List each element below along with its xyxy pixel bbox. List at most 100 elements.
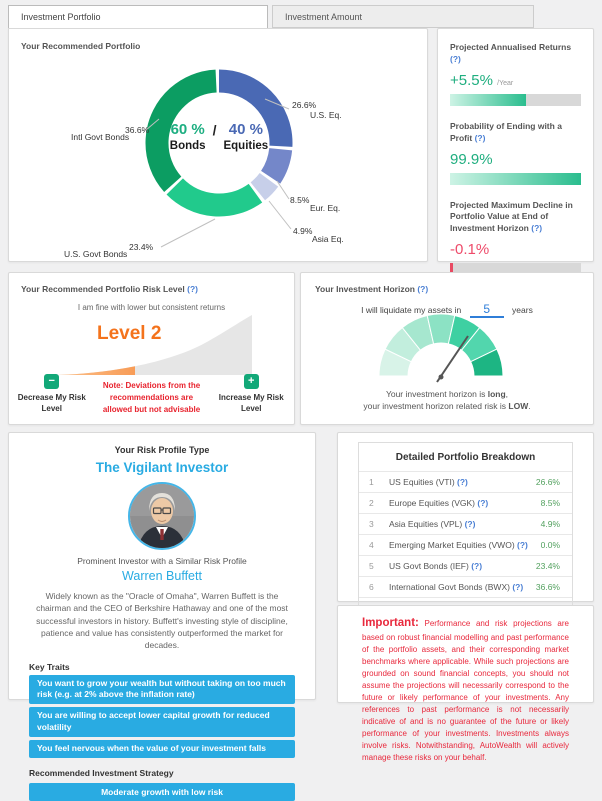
- table-row: 5 US Govt Bonds (IEF) (?) 23.4%: [359, 555, 572, 576]
- slice-pct-us-govt: 23.4%: [129, 242, 154, 252]
- trait-item: You want to grow your wealth but without…: [29, 674, 295, 705]
- row-percentage: 36.6%: [535, 582, 560, 592]
- row-help-icon[interactable]: (?): [457, 477, 468, 487]
- probability-label: Probability of Ending with a Profit (?): [450, 120, 562, 143]
- bonds-label: Bonds: [169, 140, 206, 152]
- disclaimer-card: Important: Performance and risk projecti…: [337, 605, 594, 762]
- slice-name-intl-govt: Intl Govt Bonds: [71, 132, 130, 142]
- risk-level-title: Your Recommended Portfolio Risk Level (?…: [21, 284, 198, 294]
- trait-item: You feel nervous when the value of your …: [29, 740, 295, 759]
- row-percentage: 23.4%: [535, 561, 560, 571]
- returns-bar-fill: [450, 93, 526, 106]
- portfolio-donut-chart: [139, 63, 299, 223]
- probability-bar-fill: [450, 172, 581, 185]
- gauge-segment-7: [470, 348, 504, 377]
- horizon-title: Your Investment Horizon (?): [315, 284, 429, 294]
- minus-icon: −: [48, 375, 55, 387]
- key-traits-label: Key Traits: [29, 661, 70, 672]
- horizon-years-input[interactable]: 5: [469, 302, 504, 318]
- disclaimer-heading: Important:: [362, 617, 419, 629]
- returns-help-icon[interactable]: (?): [450, 53, 461, 64]
- row-percentage: 4.9%: [540, 519, 560, 529]
- slice-pct-us-eq: 26.6%: [292, 100, 317, 110]
- center-slash: /: [212, 122, 217, 138]
- investor-photo: [128, 482, 196, 550]
- donut-segment-us-govt-bonds[interactable]: [139, 63, 299, 223]
- risk-profile-title: Your Risk Profile Type: [114, 445, 210, 455]
- row-help-icon[interactable]: (?): [471, 561, 483, 571]
- investor-bio: Widely known as the "Oracle of Omaha", W…: [36, 591, 288, 651]
- slice-pct-eur-eq: 8.5%: [290, 195, 310, 205]
- decline-label: Projected Maximum Decline in Portfolio V…: [450, 199, 573, 234]
- gauge-needle: [436, 335, 469, 383]
- horizon-input-row: I will liquidate my assets in 5 years: [301, 302, 593, 318]
- risk-level-card: Your Recommended Portfolio Risk Level (?…: [8, 272, 295, 425]
- slice-pct-asia-eq: 4.9%: [293, 226, 313, 236]
- gauge-needle-pivot: [438, 374, 444, 380]
- breakdown-table-title: Detailed Portfolio Breakdown: [395, 452, 536, 463]
- probability-help-icon[interactable]: (?): [474, 132, 486, 143]
- horizon-input-prefix: I will liquidate my assets in: [361, 305, 462, 315]
- investor-name: Warren Buffett: [122, 569, 202, 583]
- slice-name-us-govt: U.S. Govt Bonds: [64, 249, 128, 259]
- horizon-note-low: LOW: [508, 401, 529, 412]
- portfolio-breakdown-card: Detailed Portfolio Breakdown 1 US Equiti…: [337, 432, 594, 609]
- projections-card: Projected Annualised Returns (?) +5.5% /…: [437, 28, 594, 327]
- table-row: 4 Emerging Market Equities (VWO) (?) 0.0…: [359, 534, 572, 555]
- returns-bar: [450, 93, 581, 106]
- risk-deviation-note: Note: Deviations from the recommendation…: [102, 381, 201, 414]
- returns-unit: /Year: [497, 79, 514, 87]
- increase-risk-button[interactable]: +: [243, 374, 259, 389]
- returns-label: Projected Annualised Returns (?): [450, 42, 572, 64]
- risk-profile-card: Your Risk Profile Type The Vigilant Inve…: [8, 432, 316, 801]
- row-percentage: 26.6%: [535, 477, 560, 487]
- equities-percentage: 40 %: [228, 121, 263, 138]
- decrease-risk-button[interactable]: −: [44, 374, 60, 389]
- slice-name-asia-eq: Asia Eq.: [312, 234, 344, 244]
- donut-segment-us-eq[interactable]: [145, 69, 293, 217]
- row-help-icon[interactable]: (?): [464, 519, 476, 529]
- returns-value: +5.5% /Year: [450, 71, 514, 89]
- investor-photo-graphic: [130, 484, 194, 548]
- bonds-percentage: 60 %: [170, 121, 205, 138]
- decline-help-icon[interactable]: (?): [531, 223, 543, 234]
- donut-segment-intl-govt-bonds[interactable]: [139, 63, 299, 223]
- slice-name-us-eq: U.S. Eq.: [310, 110, 342, 120]
- donut-center-summary: 60 % Bonds / 40 % Equities: [159, 121, 279, 152]
- disclaimer-text: Important: Performance and risk projecti…: [362, 617, 569, 763]
- tab-investment-portfolio[interactable]: Investment Portfolio: [8, 5, 268, 28]
- risk-profile-type: The Vigilant Investor: [95, 460, 229, 475]
- decrease-risk-label: Decrease My Risk Level: [17, 393, 86, 414]
- portfolio-card-title: Your Recommended Portfolio: [21, 41, 141, 51]
- risk-level-value: Level 2: [97, 323, 162, 344]
- strategy-label: Recommended Investment Strategy: [29, 768, 174, 779]
- donut-segment-asia-eq[interactable]: [139, 63, 299, 223]
- horizon-help-icon[interactable]: (?): [417, 284, 429, 294]
- risk-level-curve-chart: [57, 315, 252, 375]
- table-row: 3 Asia Equities (VPL) (?) 4.9%: [359, 513, 572, 534]
- decline-bar-fill: [450, 263, 454, 276]
- donut-segment-eur-eq[interactable]: [145, 69, 293, 217]
- row-help-icon[interactable]: (?): [477, 498, 489, 508]
- row-help-icon[interactable]: (?): [517, 540, 528, 550]
- row-help-icon[interactable]: (?): [512, 582, 524, 592]
- equities-label: Equities: [223, 140, 269, 152]
- risk-level-subtitle: I am fine with lower but consistent retu…: [77, 303, 226, 312]
- horizon-note-long: long: [487, 388, 506, 399]
- photo-caption: Prominent Investor with a Similar Risk P…: [77, 556, 247, 566]
- risk-curve-gray-area: [57, 315, 252, 375]
- table-row: 1 US Equities (VTI) (?) 26.6%: [359, 471, 572, 492]
- increase-risk-label: Increase My Risk Level: [218, 393, 284, 414]
- investment-horizon-card: Your Investment Horizon (?) I will liqui…: [300, 272, 594, 425]
- table-row: 2 Europe Equities (VGK) (?) 8.5%: [359, 492, 572, 513]
- trait-item: You are willing to accept lower capital …: [29, 707, 295, 738]
- tab-investment-amount[interactable]: Investment Amount: [272, 5, 534, 28]
- plus-icon: +: [248, 375, 255, 387]
- probability-bar: [450, 172, 581, 185]
- table-row: 6 International Govt Bonds (BWX) (?) 36.…: [359, 576, 572, 597]
- horizon-note: Your investment horizon is long, your in…: [363, 388, 531, 412]
- slice-name-eur-eq: Eur. Eq.: [310, 203, 341, 213]
- risk-level-help-icon[interactable]: (?): [187, 284, 198, 294]
- recommended-portfolio-card: Your Recommended Portfolio 60 % Bonds / …: [8, 28, 428, 262]
- row-percentage: 0.0%: [540, 540, 560, 550]
